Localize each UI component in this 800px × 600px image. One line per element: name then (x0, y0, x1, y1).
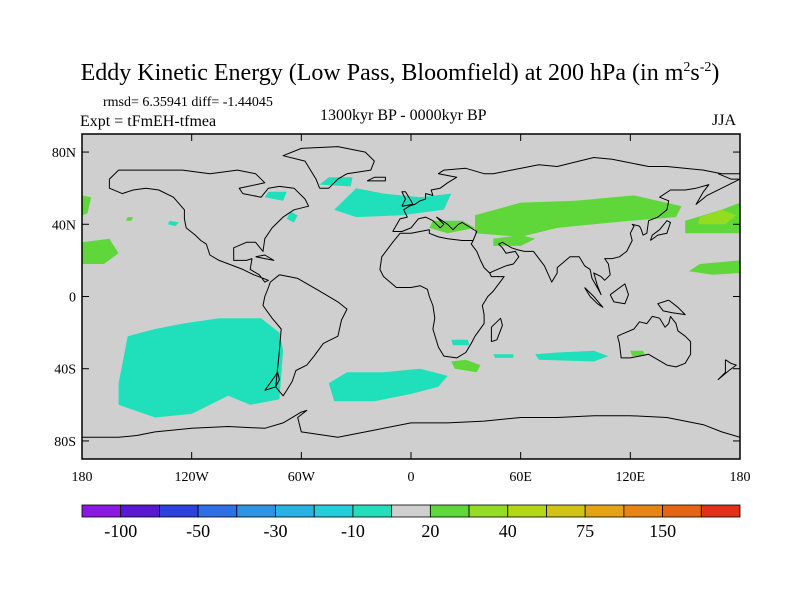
y-tick-label: 80N (52, 146, 76, 161)
title-sup-2: -2 (699, 60, 712, 75)
colorbar-label: -30 (264, 521, 288, 541)
colorbar-swatch (352, 504, 393, 518)
colorbar-swatch (429, 504, 470, 518)
experiment-label: Expt = tFmEH-tfmea (80, 113, 217, 130)
region-south-indian-negative-2 (493, 354, 514, 358)
region-south-atlantic-negative (328, 368, 448, 402)
y-tick-label: 40N (52, 218, 76, 233)
title-mid: s (690, 60, 700, 86)
chart-title: Eddy Kinetic Energy (Low Pass, Bloomfiel… (0, 60, 800, 87)
x-tick-label: 120E (616, 470, 646, 485)
title-end: ) (711, 60, 720, 86)
x-tick-label: 60E (509, 470, 532, 485)
coastline-1 (262, 274, 348, 397)
region-southern-africa-negative (451, 339, 470, 346)
colorbar-swatch (313, 504, 354, 518)
coastline-8 (490, 317, 503, 343)
coastline-12 (609, 283, 629, 305)
y-tick-label: 0 (69, 291, 76, 306)
coastline-18 (717, 173, 740, 180)
x-tick-label: 0 (408, 470, 415, 485)
colorbar-swatch (623, 504, 663, 518)
colorbar-swatch (275, 504, 315, 518)
region-north-atlantic-negative (334, 188, 452, 218)
colorbar-label: -10 (341, 521, 365, 541)
coastline-13 (401, 191, 414, 207)
title-sup-1: 2 (683, 60, 691, 75)
region-greenland-negative (319, 177, 353, 187)
colorbar-swatch (584, 504, 625, 518)
colorbar-label: -50 (186, 521, 210, 541)
period-label: 1300kyr BP - 0000kyr BP (320, 107, 487, 124)
colorbar-label: 75 (576, 521, 594, 541)
colorbar-label: 150 (649, 521, 676, 541)
title-main: Eddy Kinetic Energy (Low Pass, Bloomfiel… (80, 60, 684, 86)
x-tick-label: 120W (175, 470, 210, 485)
colorbar-swatch (546, 504, 586, 518)
coastline-0 (108, 169, 310, 283)
x-tick-label: 180 (730, 470, 751, 485)
coastline-11 (584, 287, 604, 308)
colorbar-swatch (81, 504, 122, 518)
y-axis: 80N 40N 0 40S 80S (52, 146, 740, 450)
colorbar-swatch (197, 504, 238, 518)
colorbar-swatch (159, 504, 199, 518)
region-south-africa-positive (451, 359, 481, 373)
colorbar-swatch (120, 504, 160, 518)
coastline-10 (657, 299, 686, 316)
coastline-3 (392, 157, 740, 232)
colorbar-swatch (507, 504, 547, 518)
region-eurasia-positive (475, 195, 682, 237)
colorbar-swatch (700, 504, 741, 518)
colorbar: -100 -50 -30 -10 20 40 75 150 (81, 504, 741, 541)
colorbar-label: 40 (499, 521, 517, 541)
region-south-indian-negative (535, 350, 609, 362)
coastline-5 (489, 178, 740, 296)
x-axis: 180 120W 60W 0 60E 120E 180 (72, 134, 751, 485)
y-tick-label: 80S (54, 435, 76, 450)
coastline-14 (366, 176, 386, 182)
anomaly-regions (82, 177, 740, 418)
region-north-pacific-positive-small (125, 217, 134, 221)
colorbar-swatch (468, 504, 509, 518)
colorbar-swatch (391, 504, 431, 518)
colorbar-swatch (662, 504, 702, 518)
region-west-pacific-positive-2 (688, 260, 740, 275)
coastline-4 (379, 216, 505, 359)
colorbar-swatch (236, 504, 276, 518)
y-tick-label: 40S (54, 363, 76, 378)
coastline-16 (717, 359, 737, 381)
coastline-6 (617, 315, 692, 368)
region-labrador-negative (264, 191, 287, 201)
region-eastern-us-negative (286, 211, 298, 223)
stats-label: rmsd= 6.35941 diff= -1.44045 (103, 95, 273, 110)
region-west-pacific-positive-core (698, 209, 737, 225)
coastline-2 (282, 146, 375, 189)
coastlines (82, 146, 740, 438)
coastline-7 (82, 409, 740, 438)
x-tick-label: 180 (72, 470, 93, 485)
region-south-pacific-negative (118, 318, 284, 418)
coastline-15 (255, 254, 275, 261)
coastline-17 (264, 371, 280, 391)
season-label: JJA (712, 112, 737, 129)
coastline-9 (649, 220, 671, 241)
region-east-pacific-positive (82, 238, 119, 264)
region-date-line-positive (82, 195, 92, 216)
colorbar-label: -100 (104, 521, 137, 541)
colorbar-label: 20 (421, 521, 439, 541)
region-pacific-northwest-negative (167, 220, 179, 227)
region-south-indian-positive (630, 350, 645, 357)
x-tick-label: 60W (288, 470, 316, 485)
